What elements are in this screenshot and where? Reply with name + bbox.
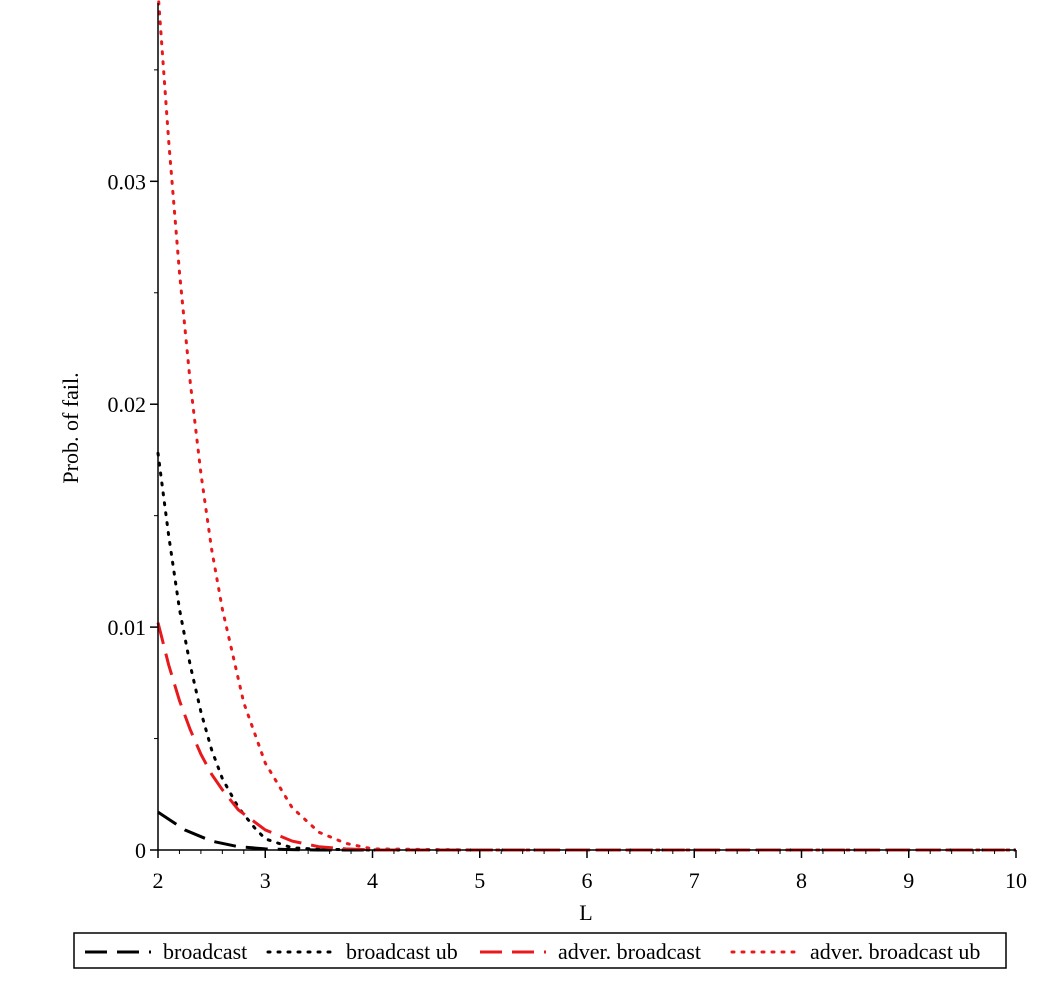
series-layer [156, 0, 1018, 852]
y-tick-label: 0 [135, 838, 146, 863]
y-tick-label: 0.01 [108, 615, 147, 640]
y-tick-label: 0.02 [108, 392, 147, 417]
legend-label-1: broadcast ub [346, 939, 458, 964]
x-tick-label: 7 [689, 868, 700, 893]
x-tick-label: 4 [367, 868, 378, 893]
legend-label-3: adver. broadcast ub [810, 939, 980, 964]
series-line-2 [156, 622, 1016, 852]
axes-layer: 2 3 4 5 6 7 8 9 10 0 0.01 0.02 0.03 [108, 3, 1027, 893]
legend: broadcast broadcast ub adver. broadcast adv… [73, 932, 1007, 969]
x-tick-label: 3 [260, 868, 271, 893]
x-tick-label: 2 [153, 868, 164, 893]
series-line-3 [157, 0, 1018, 852]
legend-label-2: adver. broadcast [558, 939, 701, 964]
y-axis-title: Prob. of fail. [58, 372, 83, 483]
x-tick-label: 9 [903, 868, 914, 893]
x-axis-title: L [579, 900, 592, 925]
series-line-0 [157, 810, 1016, 852]
y-tick-label: 0.03 [108, 169, 147, 194]
legend-box [73, 932, 1007, 969]
legend-label-0: broadcast [163, 939, 247, 964]
x-tick-label: 8 [796, 868, 807, 893]
x-tick-label: 6 [582, 868, 593, 893]
series-line-1 [156, 451, 1018, 852]
x-tick-label: 10 [1005, 868, 1027, 893]
x-tick-label: 5 [474, 868, 485, 893]
